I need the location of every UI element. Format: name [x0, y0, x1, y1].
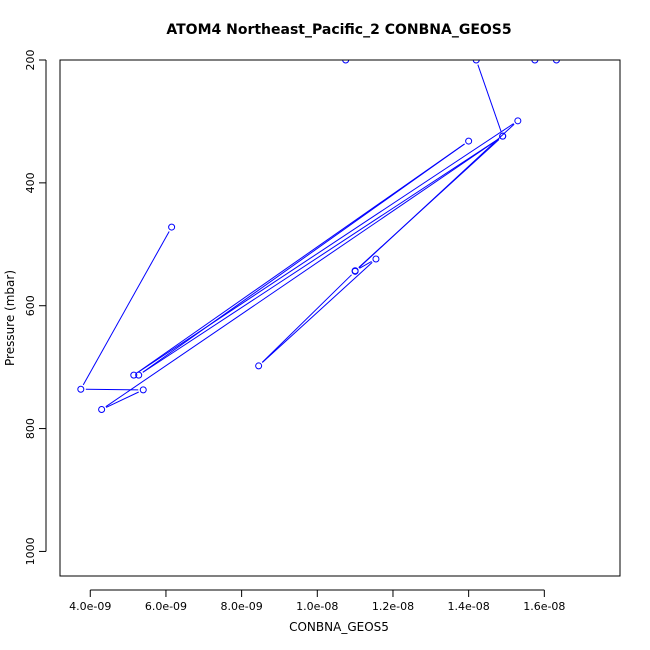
series-line-segment	[142, 138, 499, 373]
series-line-segment	[477, 64, 502, 132]
series-line-segment	[82, 231, 170, 386]
plot-frame	[59, 59, 621, 577]
data-point	[98, 406, 106, 414]
x-axis: 4.0e-09 6.0e-09 8.0e-09 1.0e-08 1.2e-08 1.4e-…	[69, 589, 565, 613]
data-point	[130, 371, 138, 379]
series-line-segment	[85, 388, 139, 391]
data-point	[139, 386, 147, 394]
data-point	[168, 223, 176, 231]
x-axis-label: CONBNA_GEOS5	[289, 620, 389, 634]
x-tick-label: 8.0e-09	[221, 600, 263, 613]
data-point	[465, 137, 473, 145]
data-point	[499, 132, 507, 140]
y-tick-label: 800	[24, 418, 37, 439]
y-axis-label: Pressure (mbar)	[3, 270, 17, 366]
data-point	[351, 267, 359, 275]
x-tick-label: 1.2e-08	[372, 600, 414, 613]
x-tick-label: 1.0e-08	[296, 600, 338, 613]
series-line-segment	[137, 143, 465, 373]
data-point	[552, 60, 560, 64]
plot-area	[77, 60, 560, 414]
data-point	[472, 60, 480, 64]
y-tick-label: 400	[24, 172, 37, 193]
series-line-segment	[359, 261, 372, 269]
series-line-segment	[261, 274, 352, 363]
data-point	[135, 371, 143, 379]
y-tick-label: 200	[24, 50, 37, 71]
series-line-segment	[262, 262, 373, 363]
data-point	[372, 255, 380, 263]
series-line-segment	[358, 139, 500, 268]
y-tick-label: 1000	[24, 537, 37, 565]
data-point	[77, 385, 85, 393]
data-point	[255, 362, 263, 370]
y-tick-label: 600	[24, 295, 37, 316]
data-point	[514, 117, 522, 125]
series-line-segment	[105, 391, 139, 408]
series-line-segment	[105, 138, 499, 408]
y-axis: 200 400 600 800 1000	[24, 50, 47, 565]
series-line-segment	[137, 123, 514, 373]
x-tick-label: 1.4e-08	[448, 600, 490, 613]
x-tick-label: 6.0e-09	[145, 600, 187, 613]
chart-title: ATOM4 Northeast_Pacific_2 CONBNA_GEOS5	[166, 22, 511, 38]
x-tick-label: 1.6e-08	[523, 600, 565, 613]
x-tick-label: 4.0e-09	[69, 600, 111, 613]
data-point	[342, 60, 350, 64]
data-point	[531, 60, 539, 64]
